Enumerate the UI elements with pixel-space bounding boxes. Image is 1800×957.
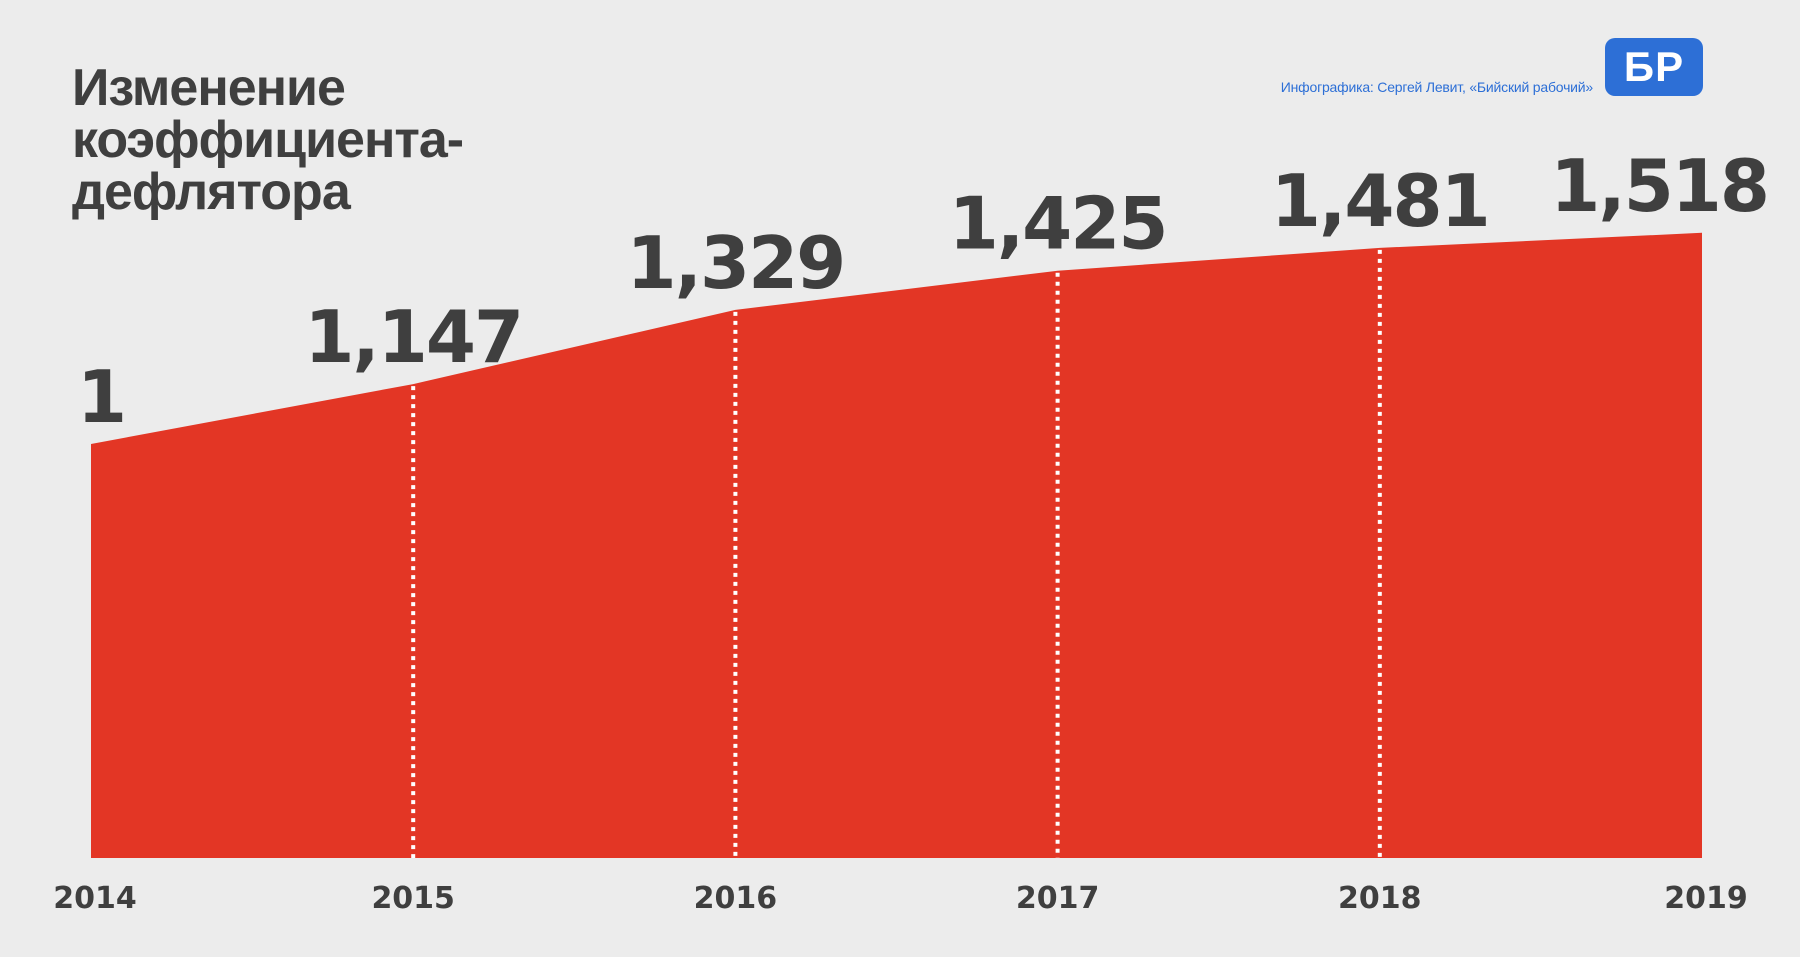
- br-logo[interactable]: БР: [1605, 38, 1703, 96]
- x-tick-2014: 2014: [53, 881, 137, 916]
- x-tick-2015: 2015: [371, 881, 455, 916]
- value-label-2018: 1,481: [1271, 159, 1489, 243]
- value-labels: 1 1,147 1,329 1,425 1,481 1,518: [77, 144, 1770, 439]
- title-line-3: дефлятора: [72, 163, 351, 221]
- title-line-2: коэффициента-: [72, 111, 464, 169]
- x-axis-ticks: 2014 2015 2016 2017 2018 2019: [53, 881, 1748, 916]
- chart-title: Изменение коэффициента- дефлятора: [72, 59, 464, 221]
- x-tick-2019: 2019: [1664, 881, 1748, 916]
- x-tick-2017: 2017: [1016, 881, 1100, 916]
- coefficient-area: [91, 232, 1702, 858]
- value-label-2014: 1: [77, 355, 125, 439]
- year-dividers: [411, 249, 1382, 858]
- value-label-2015: 1,147: [304, 295, 522, 379]
- value-label-2016: 1,329: [627, 221, 845, 305]
- title-line-1: Изменение: [72, 59, 346, 117]
- x-tick-2018: 2018: [1338, 881, 1422, 916]
- value-label-2017: 1,425: [949, 182, 1167, 266]
- value-label-2019: 1,518: [1550, 144, 1768, 228]
- x-tick-2016: 2016: [694, 881, 778, 916]
- infographic-credit: Инфографика: Сергей Левит, «Бийский рабо…: [1280, 79, 1593, 95]
